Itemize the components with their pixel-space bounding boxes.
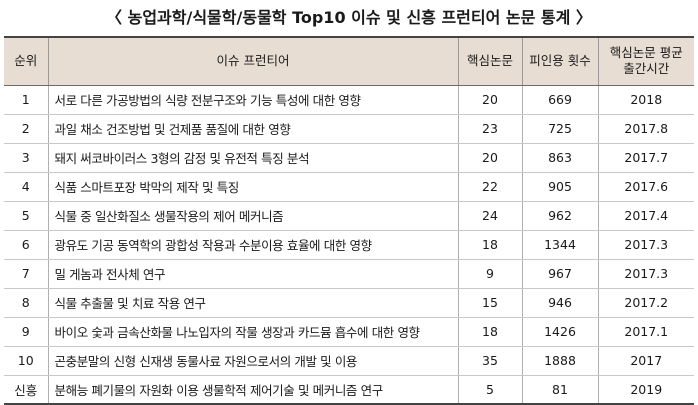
avg-year-cell: 2017.2 <box>597 288 694 318</box>
rank-cell: 9 <box>4 317 49 347</box>
table-row: 8 식물 추출물 및 치료 작용 연구 15 946 2017.2 <box>4 288 694 318</box>
core-papers-cell: 5 <box>457 375 523 405</box>
avg-year-cell: 2017.6 <box>597 172 694 202</box>
citations-cell: 946 <box>521 288 599 318</box>
citations-cell: 725 <box>521 114 599 144</box>
topic-cell: 식물 중 일산화질소 생물작용의 제어 메커니즘 <box>47 201 459 231</box>
header-avg-year-line1: 핵심논문 평균 <box>609 45 683 60</box>
topic-cell: 과일 채소 건조방법 및 건제품 품질에 대한 영향 <box>47 114 459 144</box>
core-papers-cell: 18 <box>457 230 523 260</box>
page-title: 〈 농업과학/식물학/동물학 Top10 이슈 및 신흥 프런티어 논문 통계 … <box>106 8 592 27</box>
citations-cell: 81 <box>521 375 599 405</box>
avg-year-cell: 2017.4 <box>597 201 694 231</box>
table-row: 10 곤충분말의 신형 신재생 동물사료 자원으로서의 개발 및 이용 35 1888… <box>4 346 694 376</box>
topic-cell: 광유도 기공 동역학의 광합성 작용과 수분이용 효율에 대한 영향 <box>47 230 459 260</box>
core-papers-cell: 20 <box>457 85 523 115</box>
rank-cell: 7 <box>4 259 49 289</box>
rank-cell: 1 <box>4 85 49 115</box>
topic-cell: 밀 게놈과 전사체 연구 <box>47 259 459 289</box>
topic-cell: 분해능 폐기물의 자원화 이용 생물학적 제어기술 및 메커니즘 연구 <box>47 375 459 405</box>
table-row: 1 서로 다른 가공방법의 식량 전분구조와 기능 특성에 대한 영향 20 669 2… <box>4 85 694 115</box>
avg-year-cell: 2017 <box>597 346 694 376</box>
topic-cell: 식물 추출물 및 치료 작용 연구 <box>47 288 459 318</box>
citations-cell: 1426 <box>521 317 599 347</box>
rank-cell: 5 <box>4 201 49 231</box>
citations-cell: 967 <box>521 259 599 289</box>
table-row: 6 광유도 기공 동역학의 광합성 작용과 수분이용 효율에 대한 영향 18 134… <box>4 230 694 260</box>
topic-cell: 곤충분말의 신형 신재생 동물사료 자원으로서의 개발 및 이용 <box>47 346 459 376</box>
rank-cell: 10 <box>4 346 49 376</box>
core-papers-cell: 23 <box>457 114 523 144</box>
topic-cell: 식품 스마트포장 박막의 제작 및 특징 <box>47 172 459 202</box>
topic-cell: 바이오 숯과 금속산화물 나노입자의 작물 생장과 카드뮴 흡수에 대한 영향 <box>47 317 459 347</box>
topic-cell: 돼지 써코바이러스 3형의 감정 및 유전적 특징 분석 <box>47 143 459 173</box>
header-citations: 피인용 횟수 <box>521 36 599 86</box>
avg-year-cell: 2017.3 <box>597 259 694 289</box>
table-row: 4 식품 스마트포장 박막의 제작 및 특징 22 905 2017.6 <box>4 172 694 202</box>
rank-cell: 6 <box>4 230 49 260</box>
avg-year-cell: 2018 <box>597 85 694 115</box>
avg-year-cell: 2017.1 <box>597 317 694 347</box>
citations-cell: 1888 <box>521 346 599 376</box>
header-rank: 순위 <box>4 36 49 86</box>
table-row: 3 돼지 써코바이러스 3형의 감정 및 유전적 특징 분석 20 863 2017.7 <box>4 143 694 173</box>
table-row: 신흥 분해능 폐기물의 자원화 이용 생물학적 제어기술 및 메커니즘 연구 5 81… <box>4 375 694 405</box>
frontier-stats-table: 순위 이슈 프런티어 핵심논문 피인용 횟수 핵심논문 평균 출간시간 1 서로 다… <box>4 36 694 405</box>
core-papers-cell: 35 <box>457 346 523 376</box>
avg-year-cell: 2017.7 <box>597 143 694 173</box>
avg-year-cell: 2017.3 <box>597 230 694 260</box>
table-row: 9 바이오 숯과 금속산화물 나노입자의 작물 생장과 카드뮴 흡수에 대한 영향… <box>4 317 694 347</box>
citations-cell: 905 <box>521 172 599 202</box>
table-header-row: 순위 이슈 프런티어 핵심논문 피인용 횟수 핵심논문 평균 출간시간 <box>4 36 694 86</box>
citations-cell: 863 <box>521 143 599 173</box>
avg-year-cell: 2017.8 <box>597 114 694 144</box>
table-row: 2 과일 채소 건조방법 및 건제품 품질에 대한 영향 23 725 2017.8 <box>4 114 694 144</box>
rank-cell: 3 <box>4 143 49 173</box>
core-papers-cell: 20 <box>457 143 523 173</box>
core-papers-cell: 15 <box>457 288 523 318</box>
citations-cell: 669 <box>521 85 599 115</box>
header-avg-year: 핵심논문 평균 출간시간 <box>597 36 694 86</box>
rank-cell: 8 <box>4 288 49 318</box>
header-avg-year-line2: 출간시간 <box>623 61 670 77</box>
rank-cell: 신흥 <box>4 375 49 405</box>
core-papers-cell: 22 <box>457 172 523 202</box>
rank-cell: 2 <box>4 114 49 144</box>
citations-cell: 1344 <box>521 230 599 260</box>
citations-cell: 962 <box>521 201 599 231</box>
table-row: 5 식물 중 일산화질소 생물작용의 제어 메커니즘 24 962 2017.4 <box>4 201 694 231</box>
avg-year-cell: 2019 <box>597 375 694 405</box>
topic-cell: 서로 다른 가공방법의 식량 전분구조와 기능 특성에 대한 영향 <box>47 85 459 115</box>
core-papers-cell: 18 <box>457 317 523 347</box>
header-topic: 이슈 프런티어 <box>47 36 459 86</box>
core-papers-cell: 9 <box>457 259 523 289</box>
core-papers-cell: 24 <box>457 201 523 231</box>
rank-cell: 4 <box>4 172 49 202</box>
header-core-papers: 핵심논문 <box>457 36 523 86</box>
